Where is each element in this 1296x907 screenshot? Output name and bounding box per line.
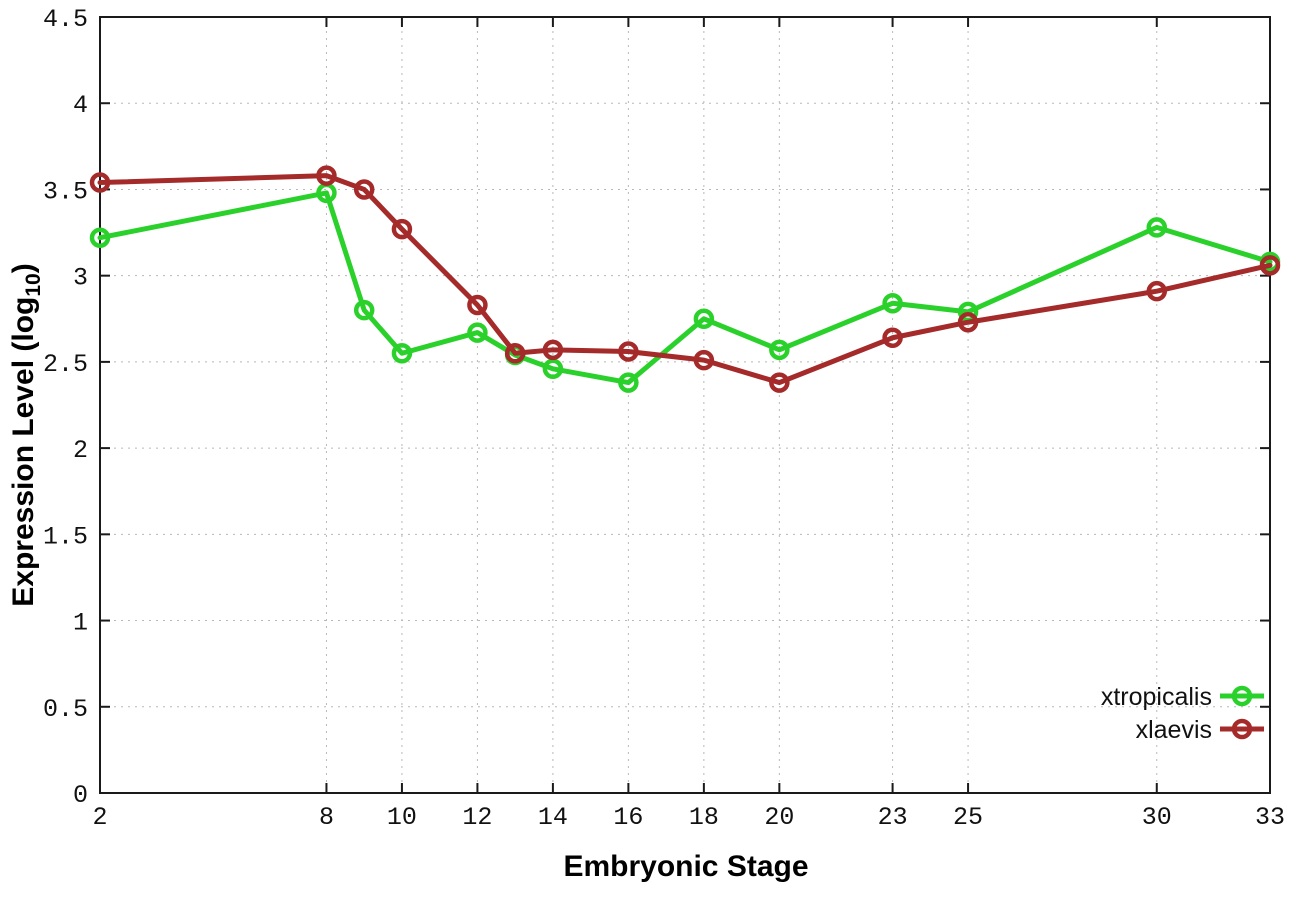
y-tick-label: 4	[73, 91, 88, 120]
y-axis-title-close: )	[7, 263, 40, 273]
data-point-xlaevis	[391, 218, 413, 240]
plot-border	[99, 16, 1271, 794]
x-tick-label: 12	[462, 803, 492, 832]
y-tick-label: 0	[73, 781, 88, 810]
series-line-xlaevis	[97, 173, 1273, 386]
data-point-xlaevis	[316, 165, 337, 186]
data-point-xlaevis	[353, 179, 375, 200]
x-tick-label: 25	[953, 803, 983, 832]
legend: xtropicalis xlaevis	[1101, 683, 1264, 744]
data-point-xtropicalis	[1146, 217, 1168, 238]
x-tick-label: 14	[538, 803, 568, 832]
gridlines	[100, 17, 1270, 793]
data-point-xlaevis	[618, 341, 639, 362]
y-tick-label: 1.5	[43, 522, 88, 551]
data-point-xtropicalis	[467, 322, 488, 343]
data-point-xtropicalis	[542, 358, 564, 380]
legend-label-xtropicalis: xtropicalis	[1101, 683, 1212, 711]
y-tick-label: 3	[73, 264, 88, 293]
data-point-xtropicalis	[693, 308, 715, 330]
y-tick-label: 1	[73, 609, 88, 638]
axes	[99, 16, 1271, 794]
data-point-xtropicalis	[391, 343, 413, 364]
tick-labels: 2 8 10 12 14 16 18 20 23 25 30 33 0 0.5 1 1.5 2 2.5 3 3.5 4 4…	[43, 5, 1285, 832]
y-tick-label: 0.5	[43, 695, 88, 724]
y-tick-label: 2.5	[43, 350, 88, 379]
legend-label-xlaevis: xlaevis	[1136, 716, 1212, 744]
data-point-xtropicalis	[618, 372, 639, 393]
data-point-xlaevis	[693, 349, 715, 371]
x-tick-label: 23	[878, 803, 908, 832]
y-axis-title: Expression Level (log10)	[7, 263, 45, 606]
data-point-xlaevis	[882, 327, 903, 348]
x-tick-label: 20	[764, 803, 794, 832]
legend-sample-marker-xtropicalis	[1231, 685, 1253, 707]
x-tick-label: 18	[689, 803, 719, 832]
x-tick-label: 33	[1255, 803, 1285, 832]
x-axis-title: Embryonic Stage	[563, 850, 808, 883]
data-series	[89, 165, 1281, 393]
data-point-xlaevis	[89, 172, 111, 193]
data-point-xlaevis	[542, 339, 564, 361]
y-tick-label: 2	[73, 436, 88, 465]
data-point-xtropicalis	[769, 339, 790, 361]
legend-sample-marker-xlaevis	[1231, 718, 1253, 740]
y-tick-label: 3.5	[43, 177, 88, 206]
x-tick-label: 10	[387, 803, 417, 832]
y-axis-title-subscript: 10	[22, 273, 45, 296]
y-tick-label: 4.5	[43, 5, 88, 34]
x-tick-label: 2	[92, 803, 107, 832]
x-tick-label: 8	[319, 803, 334, 832]
data-point-xlaevis	[467, 294, 488, 316]
x-tick-label: 16	[613, 803, 643, 832]
data-point-xtropicalis	[353, 299, 375, 321]
data-point-xlaevis	[769, 372, 790, 393]
data-point-xlaevis	[504, 343, 526, 364]
data-point-xtropicalis	[882, 293, 903, 314]
data-point-xlaevis	[1146, 280, 1168, 302]
x-tick-label: 30	[1142, 803, 1172, 832]
series-line-xtropicalis	[97, 190, 1273, 386]
data-point-xtropicalis	[89, 227, 111, 248]
data-point-xlaevis	[1259, 255, 1281, 276]
data-point-xlaevis	[957, 311, 979, 333]
y-axis-title-main: Expression Level (log	[7, 297, 40, 607]
